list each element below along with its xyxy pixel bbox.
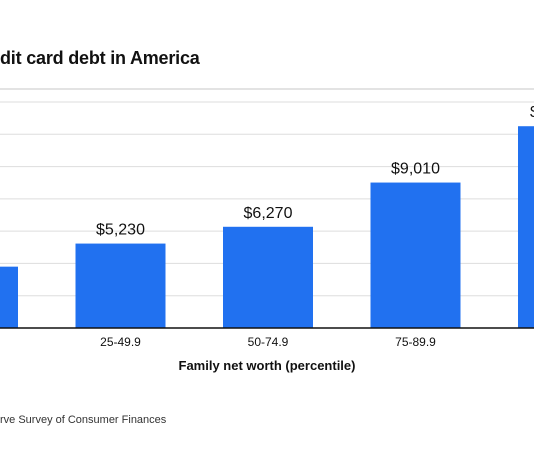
- bar: [75, 243, 166, 328]
- x-axis-label: Family net worth (percentile): [179, 358, 356, 373]
- bar-value-label: $9,010: [391, 161, 440, 178]
- bar: [370, 182, 461, 328]
- bar-value-label: $6,270: [244, 205, 293, 222]
- x-tick-label: 25-49.9: [100, 335, 141, 349]
- data-labels: $5,230 $6,270 $9,010 $: [96, 104, 534, 238]
- source-note: rve Survey of Consumer Finances: [0, 414, 167, 426]
- bar: [518, 126, 534, 328]
- bar: [223, 226, 313, 328]
- x-tick-label: 50-74.9: [248, 335, 289, 349]
- bar-value-label: $5,230: [96, 222, 145, 239]
- x-tick-label: 75-89.9: [395, 335, 436, 349]
- bars: [0, 126, 534, 328]
- bar-value-label: $: [530, 104, 534, 121]
- title-divider: [0, 88, 534, 90]
- bar: [0, 266, 18, 328]
- chart-title: dit card debt in America: [0, 48, 200, 68]
- x-tick-labels: 25-49.9 50-74.9 75-89.9: [100, 335, 436, 349]
